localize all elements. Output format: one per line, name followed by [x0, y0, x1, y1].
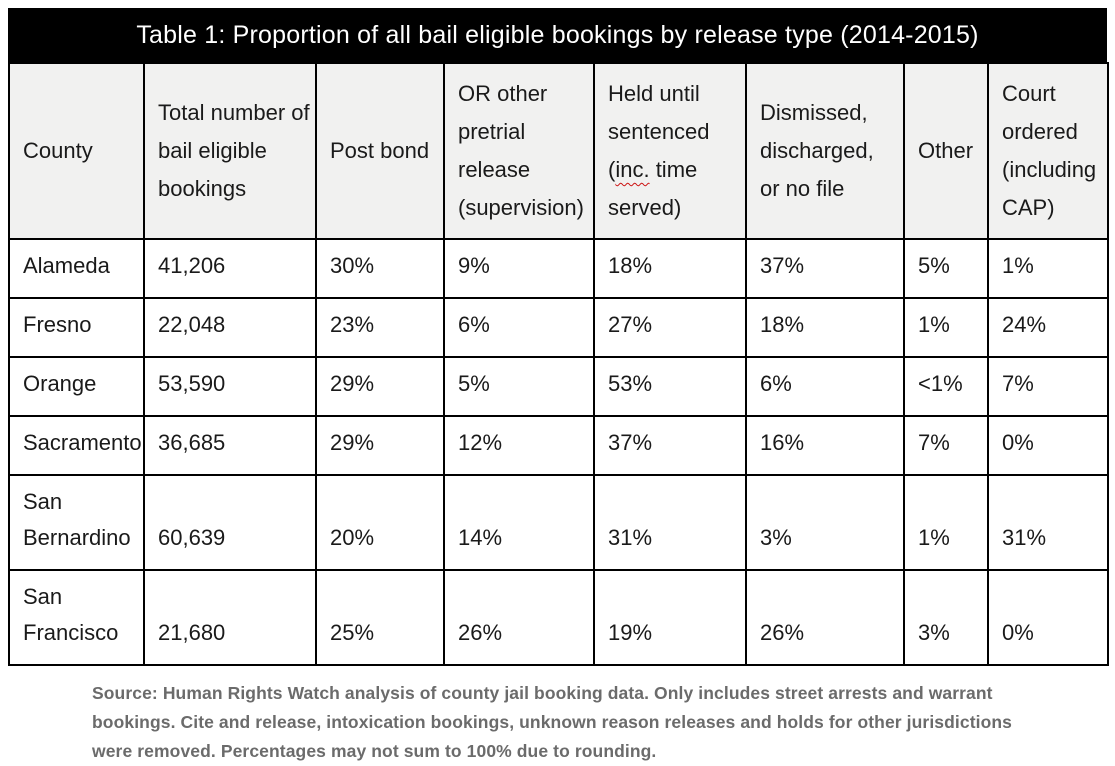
value-cell: 26% [745, 569, 905, 666]
held-header-text: Held until sentenced ( [608, 81, 710, 182]
value-cell: 6% [745, 356, 905, 417]
value-cell: 1% [903, 297, 989, 358]
col-header-total-bookings: Total number of bail eligible bookings [143, 62, 317, 240]
value-cell: 31% [987, 474, 1109, 571]
held-header-text: time served) [608, 157, 698, 220]
table-row: San Francisco 21,680 25% 26% 19% 26% 3% 0% [8, 569, 1109, 666]
value-cell: 7% [987, 356, 1109, 417]
value-cell: 36,685 [143, 415, 317, 476]
value-cell: 6% [443, 297, 595, 358]
col-header-held-until-sentenced: Held until sentenced (inc. time served) [593, 62, 747, 240]
value-cell: 37% [593, 415, 747, 476]
value-cell: 53% [593, 356, 747, 417]
value-cell: 60,639 [143, 474, 317, 571]
col-header-county: County [8, 62, 145, 240]
value-cell: 7% [903, 415, 989, 476]
col-header-other: Other [903, 62, 989, 240]
col-header-or-pretrial-release: OR other pretrial release (supervision) [443, 62, 595, 240]
value-cell: 20% [315, 474, 445, 571]
value-cell: 1% [903, 474, 989, 571]
table-row: Orange 53,590 29% 5% 53% 6% <1% 7% [8, 356, 1109, 417]
bookings-table: County Total number of bail eligible boo… [8, 62, 1109, 666]
value-cell: 27% [593, 297, 747, 358]
value-cell: 9% [443, 238, 595, 299]
value-cell: 53,590 [143, 356, 317, 417]
spellcheck-underlined-word: inc. [615, 157, 650, 182]
county-cell: San Bernardino [8, 474, 145, 571]
table-row: Fresno 22,048 23% 6% 27% 18% 1% 24% [8, 297, 1109, 358]
value-cell: 23% [315, 297, 445, 358]
county-cell: Fresno [8, 297, 145, 358]
county-cell: Alameda [8, 238, 145, 299]
table-row: Sacramento 36,685 29% 12% 37% 16% 7% 0% [8, 415, 1109, 476]
value-cell: 25% [315, 569, 445, 666]
value-cell: 41,206 [143, 238, 317, 299]
value-cell: 24% [987, 297, 1109, 358]
value-cell: 12% [443, 415, 595, 476]
value-cell: 30% [315, 238, 445, 299]
col-header-post-bond: Post bond [315, 62, 445, 240]
table-row: Alameda 41,206 30% 9% 18% 37% 5% 1% [8, 238, 1109, 299]
value-cell: 29% [315, 415, 445, 476]
value-cell: 5% [903, 238, 989, 299]
value-cell: 3% [903, 569, 989, 666]
value-cell: 18% [745, 297, 905, 358]
value-cell: 31% [593, 474, 747, 571]
table-row: San Bernardino 60,639 20% 14% 31% 3% 1% 31% [8, 474, 1109, 571]
value-cell: 37% [745, 238, 905, 299]
value-cell: 1% [987, 238, 1109, 299]
value-cell: 29% [315, 356, 445, 417]
col-header-court-ordered: Court ordered (including CAP) [987, 62, 1109, 240]
value-cell: 0% [987, 415, 1109, 476]
table-title: Table 1: Proportion of all bail eligible… [8, 8, 1107, 62]
county-cell: Sacramento [8, 415, 145, 476]
value-cell: 18% [593, 238, 747, 299]
value-cell: 22,048 [143, 297, 317, 358]
source-note: Source: Human Rights Watch analysis of c… [92, 683, 1012, 761]
header-row: County Total number of bail eligible boo… [8, 62, 1109, 240]
col-header-dismissed: Dismissed, discharged, or no file [745, 62, 905, 240]
value-cell: 16% [745, 415, 905, 476]
value-cell: <1% [903, 356, 989, 417]
value-cell: 0% [987, 569, 1109, 666]
value-cell: 26% [443, 569, 595, 666]
value-cell: 19% [593, 569, 747, 666]
table-body: Alameda 41,206 30% 9% 18% 37% 5% 1% Fresno 22,048… [8, 238, 1109, 666]
value-cell: 14% [443, 474, 595, 571]
value-cell: 21,680 [143, 569, 317, 666]
value-cell: 5% [443, 356, 595, 417]
value-cell: 3% [745, 474, 905, 571]
county-cell: San Francisco [8, 569, 145, 666]
bail-bookings-table-figure: Table 1: Proportion of all bail eligible… [8, 8, 1109, 766]
county-cell: Orange [8, 356, 145, 417]
